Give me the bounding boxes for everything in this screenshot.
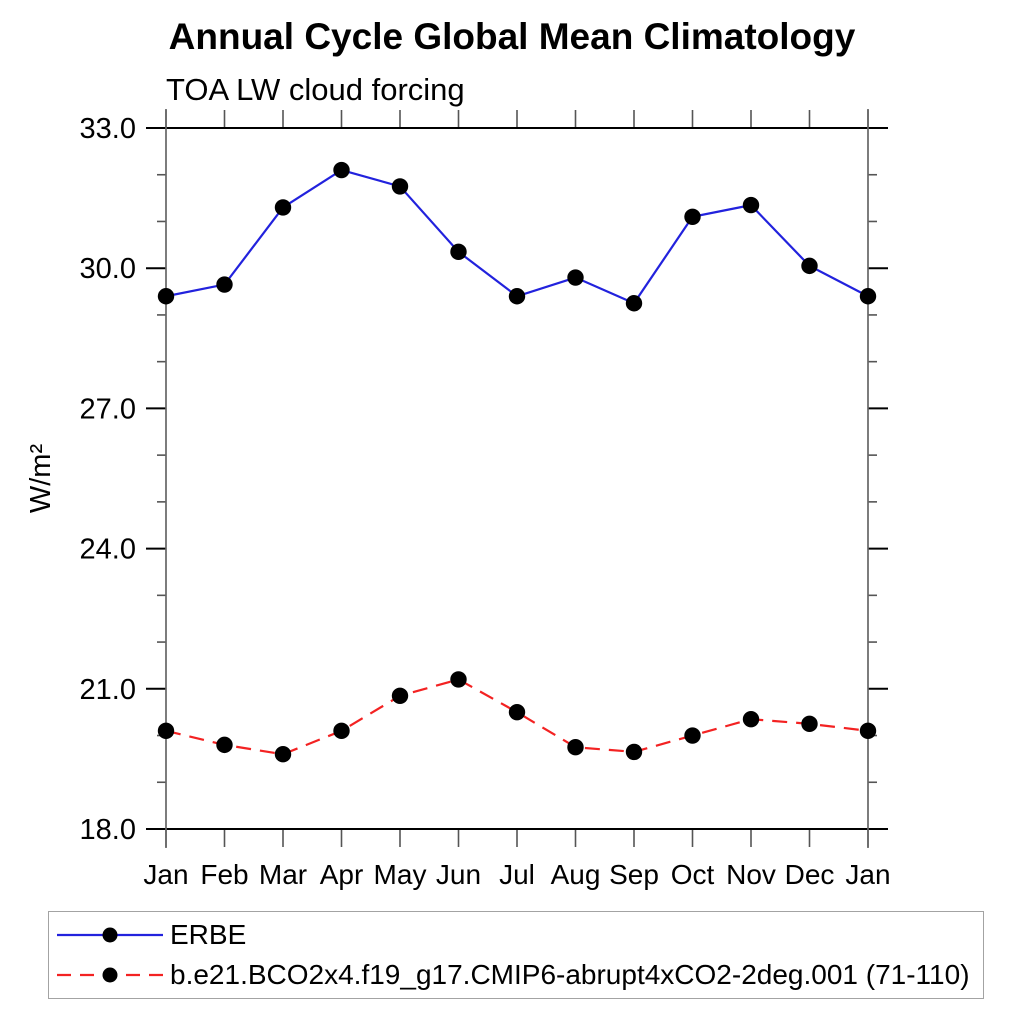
series-0-line [165, 168, 869, 305]
chart-subtitle: TOA LW cloud forcing [166, 72, 465, 107]
svg-text:Apr: Apr [320, 859, 364, 890]
svg-text:Jun: Jun [436, 859, 481, 890]
x-axis-tick-labels: Jan Feb Mar Apr May Jun Jul Aug Sep Oct Nov Dec Jan [143, 859, 890, 890]
svg-text:Jan: Jan [143, 859, 188, 890]
legend-label-1: b.e21.BCO2x4.f19_g17.CMIP6-abrupt4xCO2-2… [170, 959, 970, 990]
legend-line-sample [57, 967, 163, 983]
svg-text:Nov: Nov [726, 859, 776, 890]
svg-text:27.0: 27.0 [80, 393, 136, 425]
y-axis-title: W/m² [25, 444, 57, 514]
svg-text:Jul: Jul [499, 859, 535, 890]
y-axis-tick-labels: 18.0 21.0 24.0 27.0 30.0 33.0 [80, 113, 136, 846]
svg-text:May: May [374, 859, 427, 890]
legend-item-1: b.e21.BCO2x4.f19_g17.CMIP6-abrupt4xCO2-2… [55, 958, 983, 992]
legend-item-0: ERBE [55, 918, 983, 952]
svg-text:33.0: 33.0 [80, 113, 136, 145]
svg-text:Feb: Feb [200, 859, 248, 890]
svg-text:18.0: 18.0 [80, 814, 136, 846]
svg-text:Jan: Jan [845, 859, 890, 890]
svg-text:Dec: Dec [785, 859, 835, 890]
series-0-markers [157, 161, 877, 312]
legend-box: ERBE b.e21.BCO2x4.f19_g17.CMIP6-abrupt4xC… [48, 911, 984, 999]
svg-text:Sep: Sep [609, 859, 659, 890]
svg-text:30.0: 30.0 [80, 253, 136, 285]
legend-label-0: ERBE [170, 919, 247, 950]
chart-title: Annual Cycle Global Mean Climatology [168, 16, 856, 57]
legend-line-sample [57, 927, 163, 943]
axes [146, 109, 888, 848]
svg-text:Aug: Aug [551, 859, 601, 890]
svg-text:Oct: Oct [671, 859, 715, 890]
svg-text:21.0: 21.0 [80, 674, 136, 706]
series-1-markers [157, 671, 877, 763]
svg-text:24.0: 24.0 [80, 534, 136, 566]
svg-text:Mar: Mar [259, 859, 307, 890]
